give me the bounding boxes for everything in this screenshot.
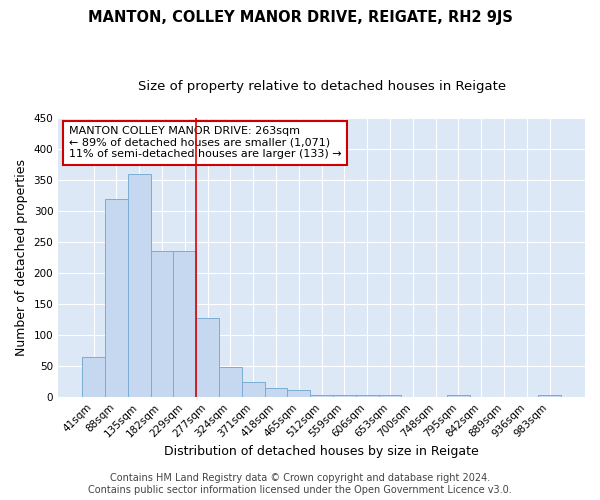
Bar (447, 396, 470, 397)
Bar (265, 388, 287, 397)
Bar (219, 368, 242, 397)
Bar (105, 198, 128, 397)
Bar (356, 394, 379, 397)
Bar (151, 252, 173, 397)
Bar (82, 357, 105, 397)
Bar (538, 396, 561, 397)
Bar (173, 252, 196, 397)
Bar (287, 390, 310, 397)
Y-axis label: Number of detached properties: Number of detached properties (15, 159, 28, 356)
Bar (242, 382, 265, 397)
Bar (128, 174, 151, 397)
Text: MANTON, COLLEY MANOR DRIVE, REIGATE, RH2 9JS: MANTON, COLLEY MANOR DRIVE, REIGATE, RH2… (88, 10, 512, 25)
Bar (379, 394, 401, 397)
Text: MANTON COLLEY MANOR DRIVE: 263sqm
← 89% of detached houses are smaller (1,071)
1: MANTON COLLEY MANOR DRIVE: 263sqm ← 89% … (69, 126, 341, 160)
Bar (310, 394, 333, 397)
Bar (333, 394, 356, 397)
Title: Size of property relative to detached houses in Reigate: Size of property relative to detached ho… (137, 80, 506, 93)
Text: Contains HM Land Registry data © Crown copyright and database right 2024.
Contai: Contains HM Land Registry data © Crown c… (88, 474, 512, 495)
Bar (196, 318, 219, 397)
X-axis label: Distribution of detached houses by size in Reigate: Distribution of detached houses by size … (164, 444, 479, 458)
